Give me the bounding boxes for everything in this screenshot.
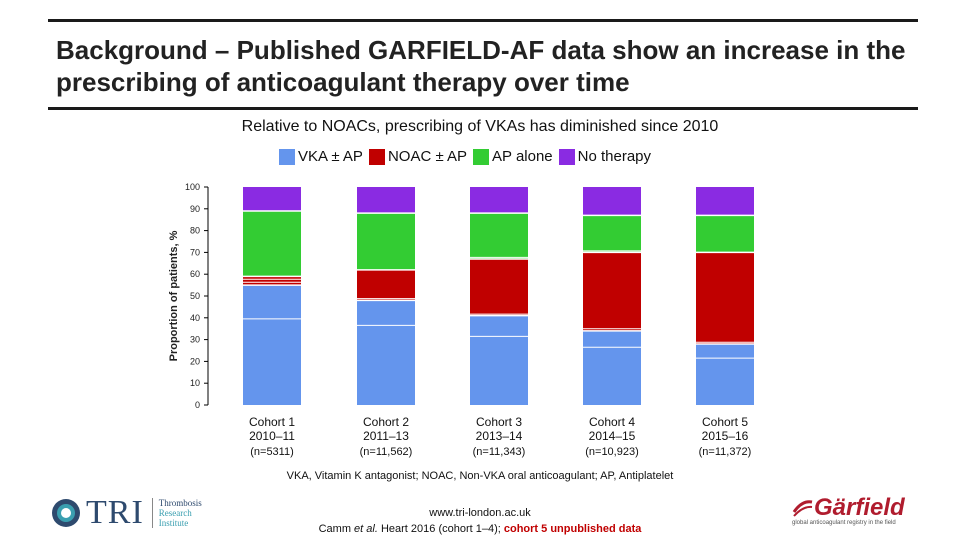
bar-ap-cohort-2 bbox=[357, 213, 415, 270]
chart-legend: VKA ± AP NOAC ± AP AP alone No therapy bbox=[279, 148, 657, 165]
x-label-n-1: (n=5311) bbox=[250, 446, 294, 458]
bar-vka-cohort-2 bbox=[357, 300, 415, 405]
legend-label-noac: NOAC ± AP bbox=[387, 148, 468, 165]
y-axis-title: Proportion of patients, % bbox=[168, 230, 180, 361]
tri-logo-line1: Thrombosis bbox=[158, 498, 202, 508]
tri-logo-line2: Research bbox=[158, 508, 192, 518]
tri-logo-subtitle: Thrombosis Research Institute bbox=[151, 498, 202, 528]
y-tick-label-10: 10 bbox=[190, 378, 200, 388]
x-label-cohort-3: Cohort 3 bbox=[476, 415, 522, 429]
bar-ap-cohort-1 bbox=[243, 210, 301, 277]
x-label-years-4: 2014–15 bbox=[589, 429, 636, 443]
slide-title: Background – Published GARFIELD-AF data … bbox=[56, 35, 906, 97]
bar-ap-cohort-3 bbox=[470, 213, 528, 259]
x-label-cohort-5: Cohort 5 bbox=[702, 415, 748, 429]
citation-prefix: Camm bbox=[318, 523, 355, 535]
bar-none-cohort-3 bbox=[470, 187, 528, 214]
y-tick-label-20: 20 bbox=[190, 356, 200, 366]
y-tick-label-30: 30 bbox=[190, 335, 200, 345]
x-label-n-4: (n=10,923) bbox=[585, 446, 639, 458]
x-label-n-2: (n=11,562) bbox=[360, 446, 413, 458]
tri-logo-text: TRI bbox=[86, 494, 144, 531]
citation-etal: et al. bbox=[354, 523, 378, 535]
tri-logo-line3: Institute bbox=[158, 518, 189, 528]
legend-item-vka: VKA ± AP bbox=[279, 148, 363, 165]
bar-none-cohort-5 bbox=[696, 187, 754, 216]
garfield-logo: Gärfield global anticoagulant registry i… bbox=[792, 494, 912, 526]
y-tick-label-0: 0 bbox=[195, 400, 200, 410]
x-label-n-3: (n=11,343) bbox=[473, 446, 526, 458]
x-label-years-2: 2011–13 bbox=[363, 429, 409, 443]
legend-item-none: No therapy bbox=[558, 148, 652, 165]
bar-noac-cohort-2 bbox=[357, 269, 415, 301]
abbreviations-footnote: VKA, Vitamin K antagonist; NOAC, Non-VKA… bbox=[286, 470, 674, 482]
bar-vka-cohort-5 bbox=[696, 343, 754, 405]
citation: Camm et al. Heart 2016 (cohort 1–4); coh… bbox=[0, 523, 960, 535]
legend-swatch-vka bbox=[279, 148, 295, 165]
bar-vka-cohort-1 bbox=[243, 285, 301, 405]
legend-item-noac: NOAC ± AP bbox=[368, 148, 468, 165]
x-label-cohort-2: Cohort 2 bbox=[363, 415, 409, 429]
y-tick-label-50: 50 bbox=[190, 291, 200, 301]
bar-vka-cohort-4 bbox=[583, 330, 641, 405]
garfield-swoosh-icon bbox=[792, 500, 813, 517]
x-label-cohort-4: Cohort 4 bbox=[589, 415, 635, 429]
title-underline bbox=[48, 107, 918, 110]
y-tick-label-80: 80 bbox=[190, 226, 200, 236]
stacked-bar-chart: 0 10 20 30 40 50 60 70 80 90 100 Proportion of pati… bbox=[168, 182, 754, 458]
y-tick-label-40: 40 bbox=[190, 313, 200, 323]
legend-item-ap: AP alone bbox=[473, 148, 553, 165]
top-rule bbox=[48, 19, 918, 22]
website-link[interactable]: www.tri-london.ac.uk bbox=[429, 507, 531, 519]
garfield-logo-text: Gärfield bbox=[814, 494, 905, 521]
legend-label-none: No therapy bbox=[577, 148, 652, 165]
legend-swatch-ap bbox=[473, 148, 490, 165]
bar-none-cohort-4 bbox=[583, 187, 641, 216]
y-tick-label-100: 100 bbox=[185, 182, 200, 192]
y-tick-label-70: 70 bbox=[190, 247, 200, 257]
tri-globe-icon bbox=[52, 499, 80, 527]
x-label-years-5: 2015–16 bbox=[702, 429, 749, 443]
x-label-cohort-1: Cohort 1 bbox=[249, 415, 295, 429]
garfield-logo-word: Gärfield bbox=[792, 494, 912, 522]
legend-swatch-noac bbox=[368, 148, 385, 165]
tri-logo: TRI Thrombosis Research Institute bbox=[50, 494, 202, 532]
x-label-n-5: (n=11,372) bbox=[699, 446, 752, 458]
legend-label-vka: VKA ± AP bbox=[298, 148, 363, 165]
x-label-years-3: 2013–14 bbox=[476, 429, 523, 443]
bar-noac-cohort-3 bbox=[470, 258, 528, 316]
x-label-years-1: 2010–11 bbox=[249, 429, 295, 443]
chart-subtitle: Relative to NOACs, prescribing of VKAs h… bbox=[241, 118, 719, 135]
y-tick-label-90: 90 bbox=[190, 204, 200, 214]
bar-ap-cohort-4 bbox=[583, 215, 641, 253]
bar-noac-cohort-5 bbox=[696, 252, 754, 344]
legend-label-ap: AP alone bbox=[492, 148, 553, 165]
bar-noac-cohort-4 bbox=[583, 252, 641, 331]
bar-none-cohort-2 bbox=[357, 187, 415, 214]
legend-swatch-none bbox=[558, 148, 575, 165]
citation-mid: Heart 2016 (cohort 1–4); bbox=[377, 523, 504, 535]
citation-unpublished: cohort 5 unpublished data bbox=[503, 523, 642, 535]
bar-vka-cohort-3 bbox=[470, 315, 528, 405]
y-tick-label-60: 60 bbox=[190, 269, 200, 279]
bar-noac-cohort-1 bbox=[243, 276, 301, 286]
bar-none-cohort-1 bbox=[243, 187, 301, 211]
garfield-logo-tagline: global anticoagulant registry in the fie… bbox=[792, 520, 896, 526]
bar-ap-cohort-5 bbox=[696, 215, 754, 253]
